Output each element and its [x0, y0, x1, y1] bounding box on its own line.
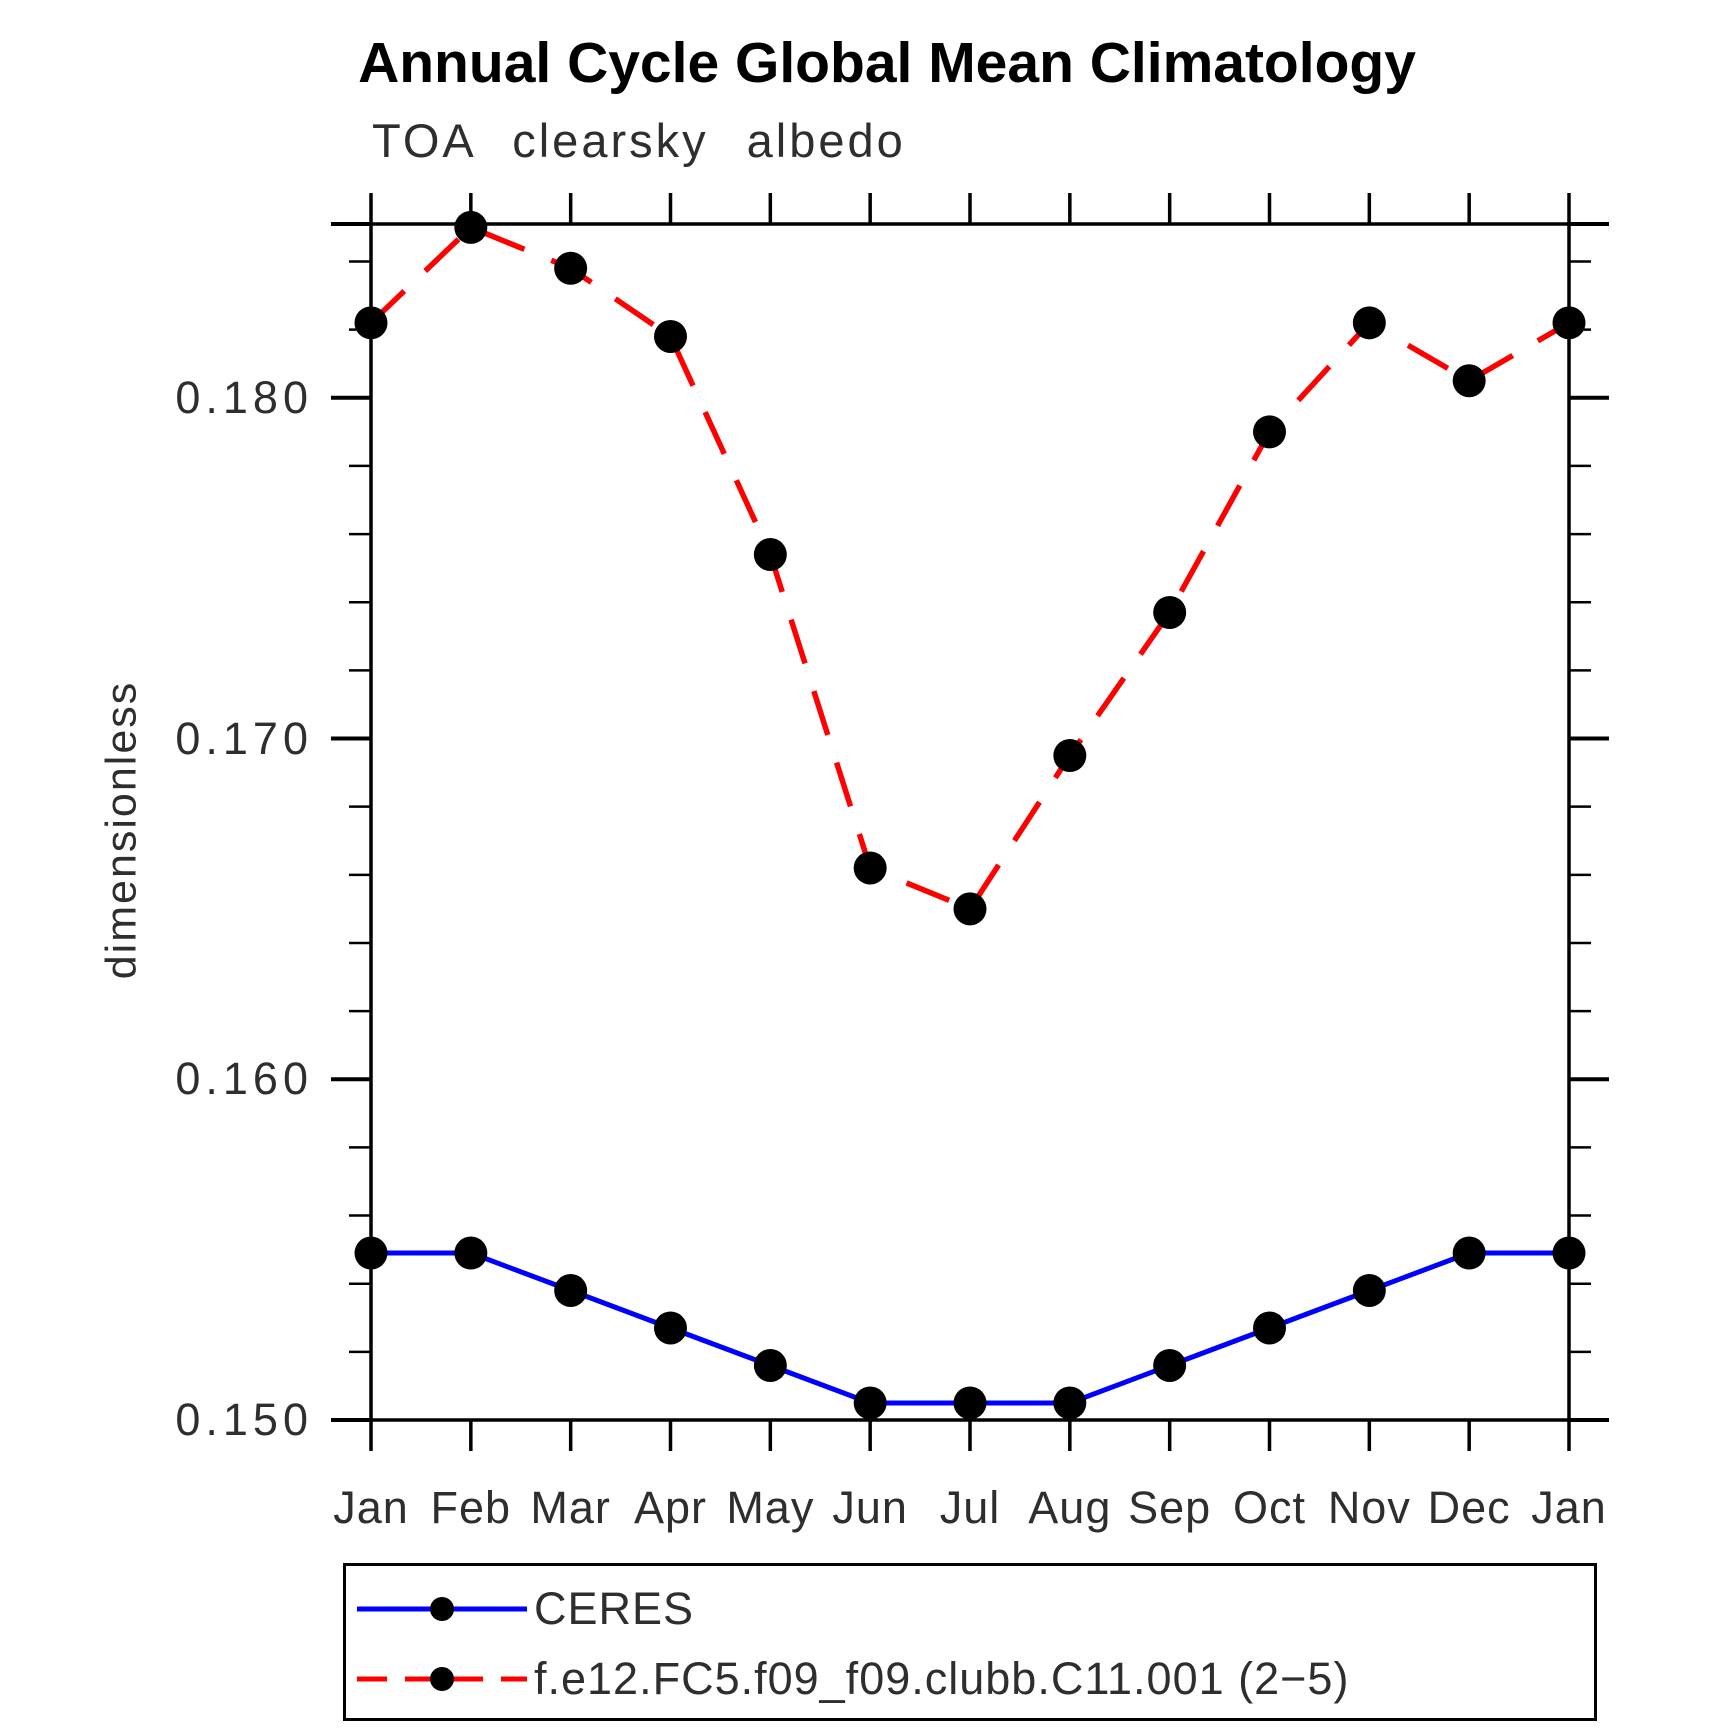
data-point-marker: [753, 1348, 787, 1382]
legend-label-model: f.e12.FC5.f09_f09.clubb.C11.001 (2−5): [534, 1653, 1350, 1704]
x-tick-label: Apr: [633, 1482, 708, 1533]
data-point-marker: [654, 319, 687, 353]
data-point-marker: [953, 1386, 987, 1420]
x-tick-label: Dec: [1427, 1482, 1511, 1533]
y-tick-label: 0.170: [175, 712, 313, 764]
data-point-marker: [1452, 364, 1486, 398]
data-point-marker: [1053, 1386, 1087, 1420]
series-line-model: [369, 224, 1571, 913]
data-point-marker: [753, 538, 787, 572]
x-tick-label: Oct: [1232, 1482, 1306, 1533]
x-tick-label: Jan: [333, 1482, 409, 1533]
data-point-marker: [554, 251, 588, 285]
data-point-marker: [1253, 415, 1286, 449]
y-tick-label: 0.160: [175, 1053, 313, 1105]
data-point-marker: [1552, 306, 1586, 340]
x-tick-label: Sep: [1128, 1482, 1212, 1533]
data-point-marker: [354, 306, 388, 340]
data-point-marker: [1053, 739, 1087, 773]
x-tick-label: Mar: [530, 1482, 611, 1533]
y-tick-label: 0.150: [175, 1394, 313, 1445]
legend-key-dashed-line-icon: [357, 1667, 527, 1691]
legend: CERES f.e12.FC5.f09_f09.clubb.C11.001 (2…: [343, 1563, 1597, 1721]
data-point-marker: [1552, 1236, 1586, 1270]
x-tick-label: Jul: [939, 1482, 1001, 1533]
legend-item-ceres: CERES: [352, 1579, 694, 1639]
chart-title: Annual Cycle Global Mean Climatology: [358, 31, 1416, 95]
data-point-marker: [1452, 1236, 1486, 1270]
data-point-marker: [1352, 1274, 1386, 1308]
data-point-marker: [853, 851, 887, 885]
data-point-marker: [654, 1311, 687, 1345]
series-line-ceres: [371, 1250, 1569, 1406]
chart-subtitle: TOA clearsky albedo: [372, 114, 906, 167]
data-point-marker: [1153, 1348, 1187, 1382]
data-point-marker: [953, 892, 987, 926]
data-point-marker: [1153, 595, 1187, 629]
data-point-marker: [454, 1236, 488, 1270]
x-tick-label: May: [726, 1482, 815, 1533]
plot-frame: [369, 222, 1571, 1422]
data-point-marker: [554, 1274, 588, 1308]
x-tick-label: Nov: [1327, 1482, 1411, 1533]
legend-label-ceres: CERES: [534, 1583, 695, 1634]
data-point-marker: [853, 1386, 887, 1420]
x-tick-label: Aug: [1028, 1482, 1112, 1533]
data-point-marker: [1352, 306, 1386, 340]
data-point-marker: [1253, 1311, 1286, 1345]
legend-key-solid-line-icon: [357, 1597, 527, 1621]
x-tick-label: Jan: [1531, 1482, 1607, 1533]
legend-item-model: f.e12.FC5.f09_f09.clubb.C11.001 (2−5): [352, 1649, 1349, 1709]
x-tick-label: Feb: [430, 1482, 512, 1533]
y-tick-label: 0.180: [175, 371, 313, 423]
x-tick-label: Jun: [832, 1482, 908, 1533]
data-point-marker: [354, 1236, 388, 1270]
data-point-marker: [454, 210, 488, 244]
